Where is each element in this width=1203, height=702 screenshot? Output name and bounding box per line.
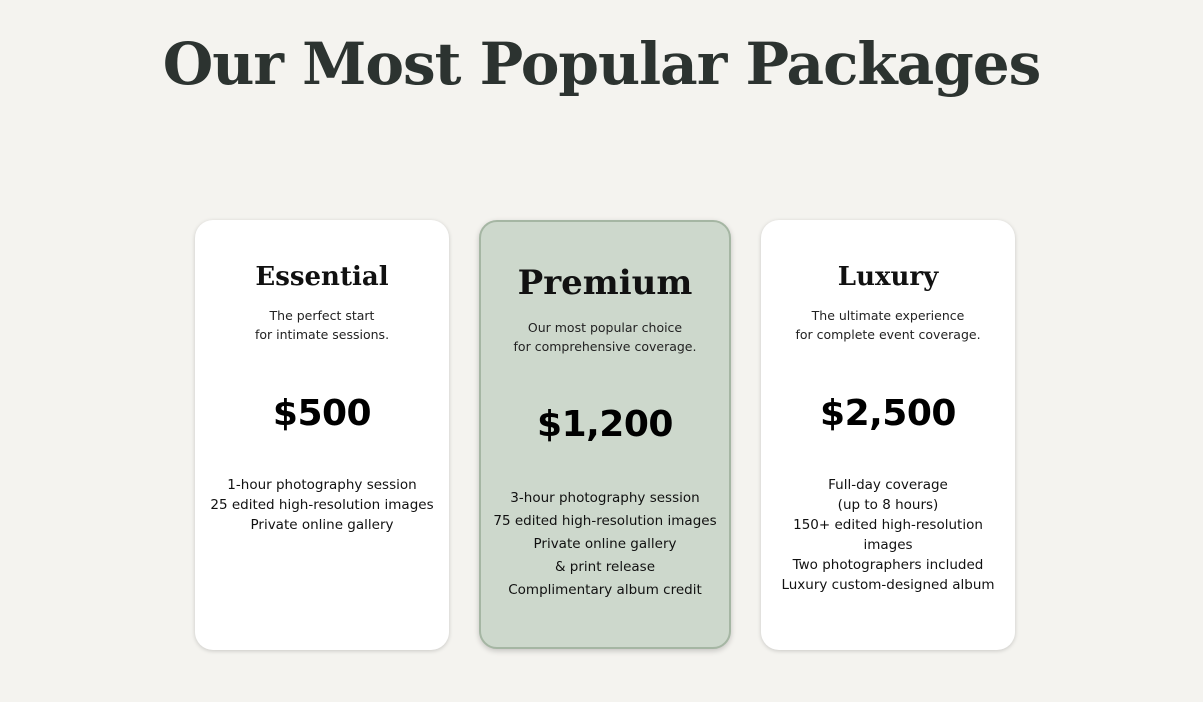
- feature-list: 1-hour photography session 25 edited hig…: [195, 475, 449, 535]
- feature-item: 25 edited high-resolution images: [210, 497, 434, 513]
- feature-item: Private online gallery: [250, 517, 394, 533]
- feature-item: 150+ edited high-resolution images: [793, 517, 983, 553]
- feature-item: Luxury custom-designed album: [781, 577, 995, 593]
- package-price: $500: [272, 393, 372, 434]
- feature-item: Private online gallery & print release: [533, 536, 677, 575]
- feature-item: 3-hour photography session: [510, 490, 700, 506]
- package-name: Premium: [517, 263, 693, 303]
- feature-list: Full-day coverage (up to 8 hours) 150+ e…: [761, 475, 1015, 595]
- feature-item: 75 edited high-resolution images: [493, 513, 717, 529]
- package-description: Our most popular choice for comprehensiv…: [513, 320, 697, 354]
- feature-item: Two photographers included: [792, 557, 984, 573]
- package-name: Essential: [255, 262, 389, 292]
- package-description: The perfect start for intimate sessions.: [254, 308, 390, 342]
- page-title: Our Most Popular Packages: [162, 30, 1042, 98]
- package-card-essential[interactable]: Essential The perfect start for intimate…: [195, 220, 449, 650]
- package-name: Luxury: [837, 262, 939, 292]
- feature-item: Full-day coverage (up to 8 hours): [828, 477, 948, 513]
- package-description: The ultimate experience for complete eve…: [795, 308, 981, 342]
- feature-item: 1-hour photography session: [227, 477, 417, 493]
- feature-item: Complimentary album credit: [508, 582, 702, 598]
- package-price: $2,500: [820, 393, 956, 434]
- package-card-premium[interactable]: Premium Our most popular choice for comp…: [479, 220, 731, 649]
- package-price: $1,200: [537, 404, 673, 445]
- package-card-luxury[interactable]: Luxury The ultimate experience for compl…: [761, 220, 1015, 650]
- feature-list: 3-hour photography session 75 edited hig…: [481, 487, 729, 602]
